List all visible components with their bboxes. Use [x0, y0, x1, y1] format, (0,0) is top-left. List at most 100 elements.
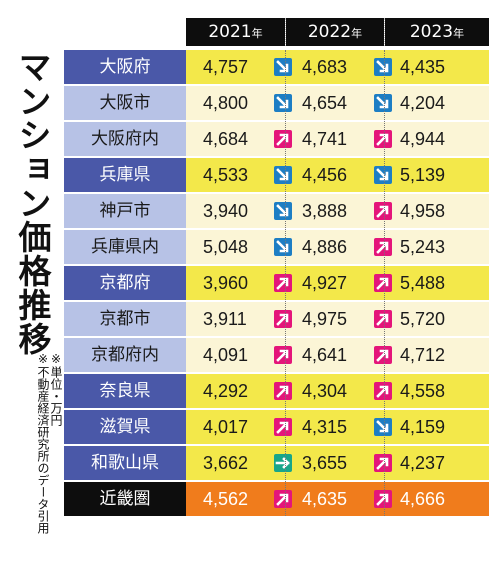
down-arrow-icon — [374, 58, 392, 76]
region-label: 滋賀県 — [64, 410, 186, 444]
price-value-2023年: 4,558 — [400, 381, 446, 401]
header-year: 2023 — [409, 22, 454, 42]
table-row: 神戸市 3,940 3,888 4,958 — [64, 194, 489, 228]
region-label: 京都府内 — [64, 338, 186, 372]
price-value-2021年: 4,562 — [203, 489, 249, 509]
price-value-2021年: 4,533 — [203, 165, 249, 185]
price-value-2022年: 4,886 — [302, 237, 348, 257]
up-arrow-icon — [374, 130, 392, 148]
table-row: 京都市 3,911 4,975 5,720 — [64, 302, 489, 336]
price-value-2021年: 4,017 — [203, 417, 249, 437]
price-value-2021年: 3,911 — [203, 309, 247, 329]
down-arrow-icon — [274, 58, 292, 76]
table-row: 近畿圏 4,562 4,635 4,666 — [64, 482, 489, 516]
row-background — [186, 266, 489, 300]
up-arrow-icon — [274, 130, 292, 148]
region-label: 奈良県 — [64, 374, 186, 408]
price-value-2021年: 5,048 — [203, 237, 249, 257]
table-row: 和歌山県 3,662 3,655 4,237 — [64, 446, 489, 480]
price-value-2023年: 4,712 — [400, 345, 446, 365]
header-2023: 2023年 — [385, 18, 489, 46]
row-background — [186, 446, 489, 480]
table-row: 兵庫県内 5,048 4,886 5,243 — [64, 230, 489, 264]
region-label: 和歌山県 — [64, 446, 186, 480]
up-arrow-icon — [374, 490, 392, 508]
down-arrow-icon — [374, 94, 392, 112]
down-arrow-icon — [374, 166, 392, 184]
note-unit: ※単位・万円 — [49, 352, 63, 426]
up-arrow-icon — [274, 310, 292, 328]
notes: ※単位・万円 ※不動産経済研究所のデータ引用 — [36, 352, 63, 562]
row-background — [186, 230, 489, 264]
price-value-2021年: 4,757 — [203, 57, 249, 77]
row-background — [186, 338, 489, 372]
table-row: 大阪府内 4,684 4,741 4,944 — [64, 122, 489, 156]
price-value-2021年: 4,800 — [203, 93, 249, 113]
row-background — [186, 122, 489, 156]
price-value-2022年: 4,304 — [302, 381, 348, 401]
price-value-2021年: 4,091 — [203, 345, 249, 365]
up-arrow-icon — [274, 382, 292, 400]
row-background — [186, 302, 489, 336]
price-value-2022年: 3,888 — [302, 201, 348, 221]
column-divider — [384, 50, 385, 516]
up-arrow-icon — [374, 382, 392, 400]
price-value-2021年: 4,292 — [203, 381, 249, 401]
price-value-2021年: 3,662 — [203, 453, 249, 473]
row-background — [186, 482, 489, 516]
header-2022: 2022年 — [286, 18, 384, 46]
price-value-2021年: 4,684 — [203, 129, 249, 149]
region-label: 大阪府 — [64, 50, 186, 84]
price-value-2023年: 5,139 — [400, 165, 446, 185]
row-background — [186, 374, 489, 408]
header-suffix: 年 — [453, 27, 465, 40]
price-value-2021年: 3,940 — [203, 201, 249, 221]
price-value-2023年: 5,488 — [400, 273, 446, 293]
down-arrow-icon — [274, 94, 292, 112]
header-divider — [384, 18, 385, 46]
price-value-2022年: 3,655 — [302, 453, 348, 473]
row-background — [186, 158, 489, 192]
up-arrow-icon — [374, 346, 392, 364]
price-value-2022年: 4,641 — [302, 345, 348, 365]
down-arrow-icon — [374, 418, 392, 436]
note-source: ※不動産経済研究所のデータ引用 — [36, 352, 50, 534]
table-row: 大阪市 4,800 4,654 4,204 — [64, 86, 489, 120]
header-suffix: 年 — [251, 27, 263, 40]
row-background — [186, 86, 489, 120]
up-arrow-icon — [374, 454, 392, 472]
down-arrow-icon — [274, 238, 292, 256]
table-row: 兵庫県 4,533 4,456 5,139 — [64, 158, 489, 192]
up-arrow-icon — [274, 274, 292, 292]
up-arrow-icon — [274, 346, 292, 364]
up-arrow-icon — [274, 490, 292, 508]
row-background — [186, 50, 489, 84]
price-value-2021年: 3,960 — [203, 273, 249, 293]
table-row: 滋賀県 4,017 4,315 4,159 — [64, 410, 489, 444]
region-label: 兵庫県内 — [64, 230, 186, 264]
header-year: 2021 — [208, 22, 252, 42]
down-arrow-icon — [274, 202, 292, 220]
up-arrow-icon — [274, 418, 292, 436]
price-value-2022年: 4,635 — [302, 489, 348, 509]
region-label: 近畿圏 — [64, 482, 186, 516]
region-label: 京都府 — [64, 266, 186, 300]
down-arrow-icon — [274, 166, 292, 184]
region-label: 大阪市 — [64, 86, 186, 120]
right-arrow-icon — [274, 454, 292, 472]
price-value-2022年: 4,741 — [302, 129, 348, 149]
region-label: 兵庫県 — [64, 158, 186, 192]
table-row: 京都府内 4,091 4,641 4,712 — [64, 338, 489, 372]
price-value-2022年: 4,927 — [302, 273, 348, 293]
up-arrow-icon — [374, 274, 392, 292]
row-background — [186, 194, 489, 228]
price-value-2023年: 4,666 — [400, 489, 446, 509]
region-label: 大阪府内 — [64, 122, 186, 156]
price-value-2022年: 4,456 — [302, 165, 348, 185]
price-value-2022年: 4,654 — [302, 93, 348, 113]
price-value-2023年: 4,237 — [400, 453, 446, 473]
price-value-2023年: 4,435 — [400, 57, 446, 77]
up-arrow-icon — [374, 310, 392, 328]
table-row: 奈良県 4,292 4,304 4,558 — [64, 374, 489, 408]
header-year: 2022 — [307, 22, 352, 42]
